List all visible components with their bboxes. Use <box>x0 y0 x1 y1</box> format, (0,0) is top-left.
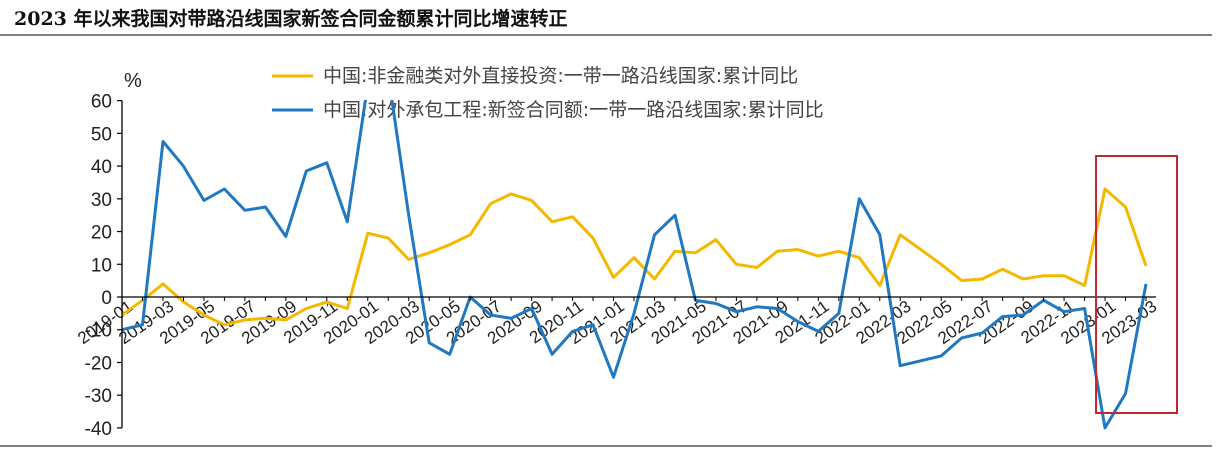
highlight-box <box>1095 155 1179 414</box>
page-title: 2023 年以来我国对带路沿线国家新签合同金额累计同比增速转正 <box>14 8 568 30</box>
y-tick-label: -30 <box>85 386 112 407</box>
y-tick-label: 50 <box>91 124 112 145</box>
y-tick-label: -40 <box>85 419 112 440</box>
y-tick-label: 0 <box>101 288 112 309</box>
y-axis: 60 50 40 30 20 10 0 -10 -20 -30 -40 <box>85 92 122 440</box>
y-tick-label: 30 <box>91 190 112 211</box>
series-line-non-financial-odi <box>121 187 1148 327</box>
legend-label-series-2: 中国:对外承包工程:新签合同额:一带一路沿线国家:累计同比 <box>323 99 824 121</box>
y-tick-label: -10 <box>85 321 112 342</box>
y-tick-label: 40 <box>91 157 112 178</box>
legend-label-series-1: 中国:非金融类对外直接投资:一带一路沿线国家:累计同比 <box>323 65 798 87</box>
y-tick-label: 60 <box>91 92 112 113</box>
y-tick-label: -20 <box>85 353 112 374</box>
series-line-contract-value <box>121 100 1148 430</box>
legend: 中国:非金融类对外直接投资:一带一路沿线国家:累计同比 中国:对外承包工程:新签… <box>272 65 824 121</box>
y-tick-label: 20 <box>91 223 112 244</box>
y-tick-label: 10 <box>91 255 112 276</box>
y-axis-unit-label: % <box>124 70 142 92</box>
